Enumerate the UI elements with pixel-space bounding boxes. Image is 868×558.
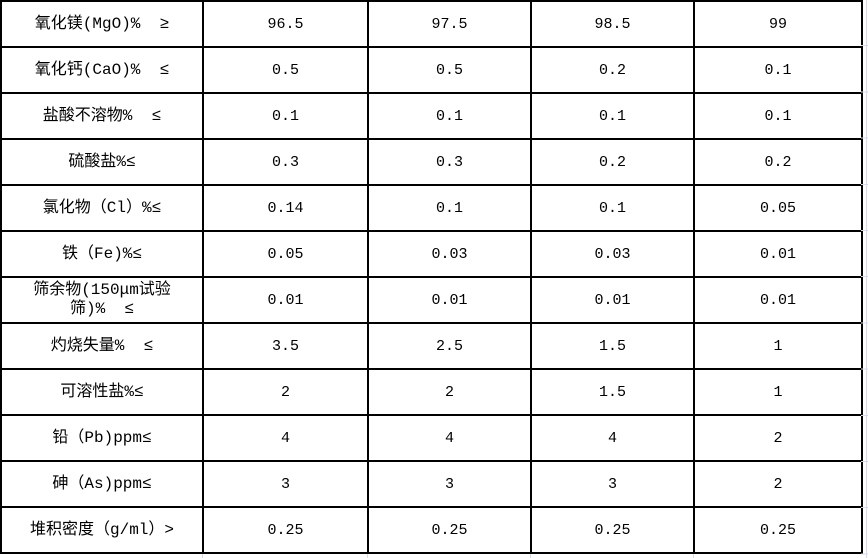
spec-value-cell[interactable]: 0.1 (202, 92, 369, 140)
spec-value-cell[interactable]: 4 (202, 414, 369, 462)
table-row: 盐酸不溶物% ≤ 0.1 0.1 0.1 0.1 (0, 92, 863, 140)
spec-value-cell[interactable]: 0.03 (367, 230, 532, 278)
spec-value-cell[interactable]: 0.2 (530, 138, 695, 186)
spec-value-cell[interactable]: 96.5 (202, 0, 369, 48)
spec-value-cell[interactable]: 3 (367, 460, 532, 508)
spec-value-cell[interactable]: 99 (693, 0, 863, 48)
spec-value-cell[interactable]: 2 (202, 368, 369, 416)
spec-label-cell[interactable]: 铅（Pb)ppm≤ (0, 414, 204, 462)
spec-value-cell[interactable]: 0.14 (202, 184, 369, 232)
gridline-bottom-segment (530, 554, 531, 558)
spec-value-cell[interactable]: 0.1 (530, 184, 695, 232)
spec-value-cell[interactable]: 1 (693, 322, 863, 370)
spec-label-cell[interactable]: 堆积密度（g/ml）> (0, 506, 204, 554)
gridline-bottom-segment (202, 554, 203, 558)
spec-value-cell[interactable]: 1 (693, 368, 863, 416)
spec-value-cell[interactable]: 0.05 (693, 184, 863, 232)
table-row: 堆积密度（g/ml）> 0.25 0.25 0.25 0.25 (0, 506, 863, 554)
spec-value-cell[interactable]: 0.03 (530, 230, 695, 278)
spec-label-cell[interactable]: 硫酸盐%≤ (0, 138, 204, 186)
spec-value-cell[interactable]: 0.25 (202, 506, 369, 554)
table-row: 氧化钙(CaO)% ≤ 0.5 0.5 0.2 0.1 (0, 46, 863, 94)
spec-value-cell[interactable]: 0.01 (693, 230, 863, 278)
spec-label-cell[interactable]: 灼烧失量% ≤ (0, 322, 204, 370)
spec-value-cell[interactable]: 3 (202, 460, 369, 508)
spec-value-cell[interactable]: 0.01 (693, 276, 863, 324)
spec-value-cell[interactable]: 0.2 (693, 138, 863, 186)
spec-value-cell[interactable]: 0.1 (530, 92, 695, 140)
spec-label-cell[interactable]: 铁（Fe)%≤ (0, 230, 204, 278)
spec-label-cell[interactable]: 砷（As)ppm≤ (0, 460, 204, 508)
spec-value-cell[interactable]: 3.5 (202, 322, 369, 370)
spec-value-cell[interactable]: 0.2 (530, 46, 695, 94)
spec-value-cell[interactable]: 0.05 (202, 230, 369, 278)
spec-value-cell[interactable]: 0.1 (367, 92, 532, 140)
spec-value-cell[interactable]: 0.01 (367, 276, 532, 324)
table-row: 铁（Fe)%≤ 0.05 0.03 0.03 0.01 (0, 230, 863, 278)
spec-value-cell[interactable]: 2 (367, 368, 532, 416)
spec-label-cell[interactable]: 氧化钙(CaO)% ≤ (0, 46, 204, 94)
table-row: 筛余物(150μm试验 筛)% ≤ 0.01 0.01 0.01 0.01 (0, 276, 863, 324)
spec-value-cell[interactable]: 3 (530, 460, 695, 508)
table-row: 灼烧失量% ≤ 3.5 2.5 1.5 1 (0, 322, 863, 370)
gridline-bottom-segment (693, 554, 694, 558)
table-row: 可溶性盐%≤ 2 2 1.5 1 (0, 368, 863, 416)
spec-value-cell[interactable]: 0.25 (530, 506, 695, 554)
spec-value-cell[interactable]: 0.3 (202, 138, 369, 186)
spec-value-cell[interactable]: 0.1 (693, 92, 863, 140)
table-row: 铅（Pb)ppm≤ 4 4 4 2 (0, 414, 863, 462)
spec-value-cell[interactable]: 1.5 (530, 322, 695, 370)
spec-value-cell[interactable]: 0.25 (367, 506, 532, 554)
spec-value-cell[interactable]: 0.3 (367, 138, 532, 186)
spec-value-cell[interactable]: 0.01 (202, 276, 369, 324)
spec-label-cell[interactable]: 可溶性盐%≤ (0, 368, 204, 416)
spec-value-cell[interactable]: 2.5 (367, 322, 532, 370)
spec-value-cell[interactable]: 0.1 (693, 46, 863, 94)
spec-value-cell[interactable]: 0.01 (530, 276, 695, 324)
spec-label-cell[interactable]: 筛余物(150μm试验 筛)% ≤ (0, 276, 204, 324)
spec-label-cell[interactable]: 氯化物（Cl）%≤ (0, 184, 204, 232)
spec-value-cell[interactable]: 0.25 (693, 506, 863, 554)
table-row: 硫酸盐%≤ 0.3 0.3 0.2 0.2 (0, 138, 863, 186)
spec-value-cell[interactable]: 0.1 (367, 184, 532, 232)
spec-value-cell[interactable]: 0.5 (202, 46, 369, 94)
spec-value-cell[interactable]: 98.5 (530, 0, 695, 48)
table-row: 氯化物（Cl）%≤ 0.14 0.1 0.1 0.05 (0, 184, 863, 232)
gridline-right-edge (866, 0, 867, 558)
spec-value-cell[interactable]: 4 (530, 414, 695, 462)
spec-value-cell[interactable]: 0.5 (367, 46, 532, 94)
table-row: 氧化镁(MgO)% ≥ 96.5 97.5 98.5 99 (0, 0, 863, 48)
spec-value-cell[interactable]: 97.5 (367, 0, 532, 48)
spec-label-cell[interactable]: 氧化镁(MgO)% ≥ (0, 0, 204, 48)
gridline-bottom-segment (367, 554, 368, 558)
spec-value-cell[interactable]: 2 (693, 460, 863, 508)
spec-value-cell[interactable]: 4 (367, 414, 532, 462)
spec-value-cell[interactable]: 2 (693, 414, 863, 462)
table-row: 砷（As)ppm≤ 3 3 3 2 (0, 460, 863, 508)
spec-value-cell[interactable]: 1.5 (530, 368, 695, 416)
spec-label-cell[interactable]: 盐酸不溶物% ≤ (0, 92, 204, 140)
